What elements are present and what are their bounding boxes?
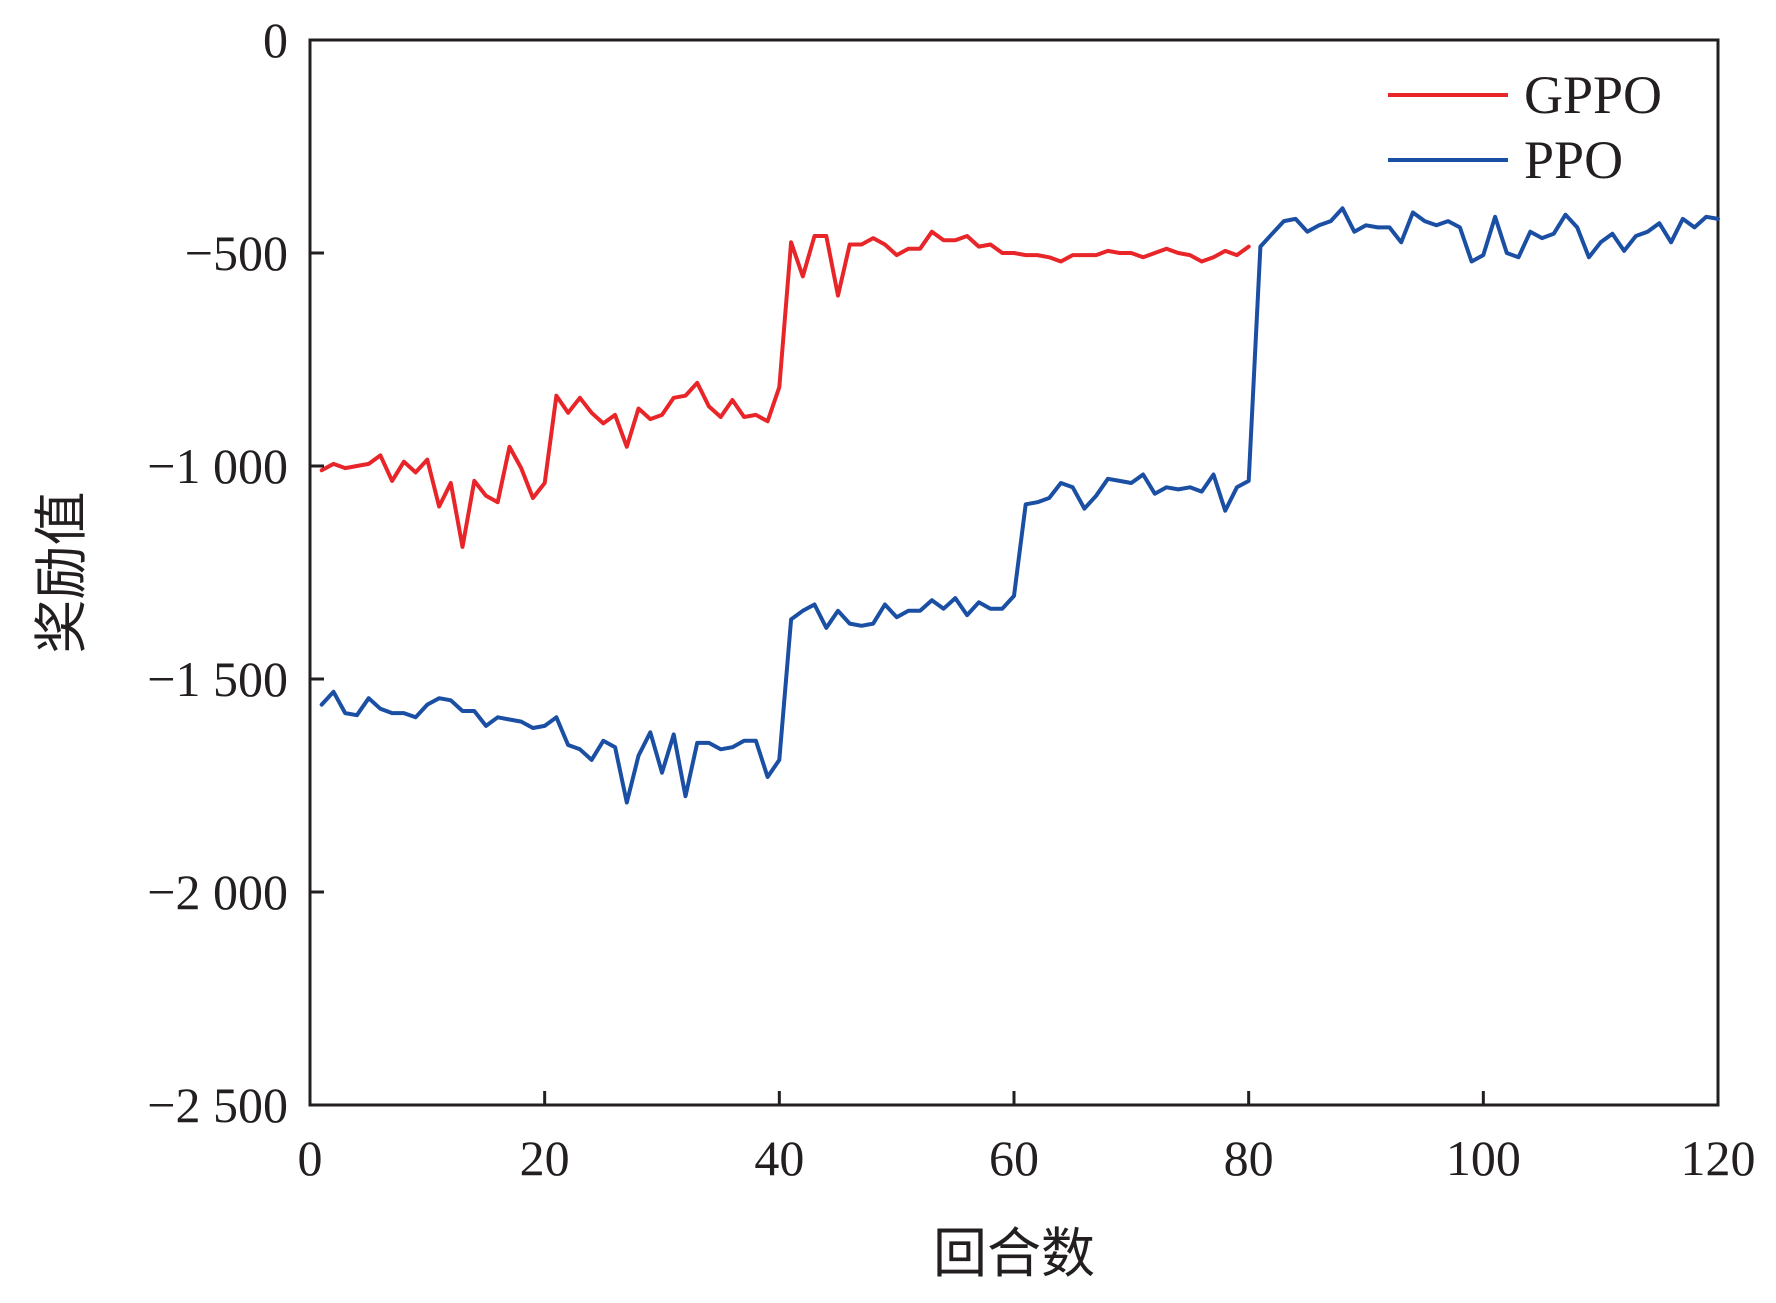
x-tick-label: 0 xyxy=(298,1130,323,1186)
x-axis-ticks: 0 20 40 60 80 100 120 xyxy=(298,1091,1756,1186)
y-tick-label: −500 xyxy=(185,225,288,281)
series-line-gppo xyxy=(319,229,1251,549)
x-axis-label: 回合数 xyxy=(933,1222,1095,1285)
y-tick-label: −1 500 xyxy=(147,651,288,707)
series-group xyxy=(319,206,1720,805)
legend-label-ppo: PPO xyxy=(1524,130,1623,190)
x-tick-label: 20 xyxy=(520,1130,570,1186)
x-tick-label: 120 xyxy=(1681,1130,1756,1186)
plot-area: 0 20 40 60 80 100 120 0 −500 −1 000 −1 500 −2 000 −… xyxy=(147,12,1755,1186)
y-tick-label: −2 000 xyxy=(147,864,288,920)
series-line-ppo xyxy=(319,206,1720,805)
y-tick-label: −2 500 xyxy=(147,1077,288,1133)
plot-frame xyxy=(308,38,1720,1107)
x-tick-label: 80 xyxy=(1224,1130,1274,1186)
legend-label-gppo: GPPO xyxy=(1524,65,1662,125)
x-tick-label: 40 xyxy=(754,1130,804,1186)
x-tick-label: 100 xyxy=(1446,1130,1521,1186)
y-axis-label: 奖励值 xyxy=(30,492,93,654)
y-tick-label: 0 xyxy=(263,12,288,68)
y-axis-ticks: 0 −500 −1 000 −1 500 −2 000 −2 500 xyxy=(147,12,324,1133)
y-tick-label: −1 000 xyxy=(147,438,288,494)
x-tick-label: 60 xyxy=(989,1130,1039,1186)
